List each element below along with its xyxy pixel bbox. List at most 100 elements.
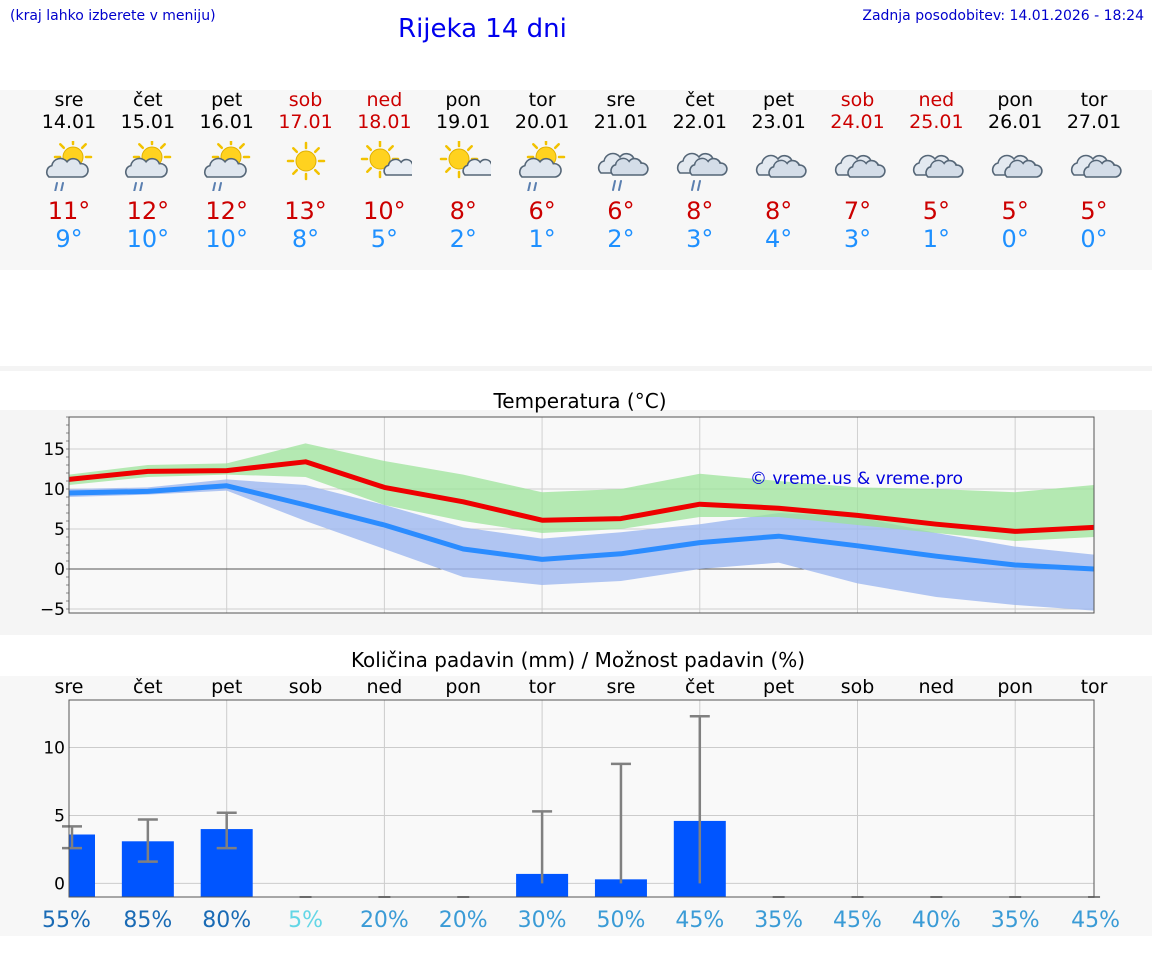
precip-error-bar: [532, 810, 553, 884]
cloud-icon: [834, 154, 886, 178]
temp-max: 12°: [126, 197, 170, 225]
day-column: tor 27.01 5° 0°: [1054, 89, 1134, 253]
day-name: tor: [528, 89, 556, 111]
precip-probability: 40%: [912, 908, 961, 933]
precip-probability: 35%: [754, 908, 803, 933]
day-name: pon: [997, 89, 1034, 111]
temp-min: 0°: [1080, 225, 1108, 253]
sun-small-cloud-icon: [361, 141, 413, 179]
day-name: sre: [54, 89, 84, 111]
temperature-chart: Temperatura (°C) −5 0 5 10 15 © vreme.us & vre…: [40, 389, 1095, 620]
day-column: ned 25.01 5° 1°: [896, 89, 976, 253]
category-label: pet: [763, 676, 794, 698]
day-date: 17.01: [278, 111, 333, 133]
temp-max: 11°: [47, 197, 91, 225]
day-date: 18.01: [357, 111, 412, 133]
cloud-rain-icon: [597, 152, 649, 191]
temp-max: 8°: [686, 197, 714, 225]
y-tick-label: 5: [54, 806, 65, 826]
day-date: 25.01: [909, 111, 964, 133]
temp-min: 0°: [1001, 225, 1029, 253]
max-temp-line: [68, 459, 1095, 534]
day-name: sob: [288, 89, 323, 111]
sun-icon: [286, 141, 325, 181]
temp-min: 10°: [205, 225, 248, 253]
temp-min: 4°: [765, 225, 793, 253]
daily-forecast-strip: sre 14.01 11° 9° čet 15.01 12° 10° pet 16.01 12° 10…: [0, 89, 1152, 270]
day-column: sre 21.01 6° 2°: [581, 89, 661, 253]
sun-cloud-rain-icon: [203, 141, 250, 191]
precip-probability: 45%: [1071, 908, 1120, 933]
temp-max: 5°: [922, 197, 950, 225]
category-label: pet: [211, 676, 242, 698]
temp-min: 8°: [291, 225, 320, 253]
y-tick-label: 10: [43, 480, 65, 500]
y-tick-label: 0: [54, 874, 65, 894]
day-column: pon 26.01 5° 0°: [975, 89, 1055, 253]
sun-cloud-rain-icon: [519, 141, 566, 191]
min-temp-line: [68, 483, 1095, 572]
day-column: tor 20.01 6° 1°: [502, 89, 582, 253]
location-hint: (kraj lahko izberete v meniju): [10, 8, 216, 24]
y-tick-label: 0: [54, 560, 65, 580]
temp-max: 8°: [765, 197, 793, 225]
day-date: 23.01: [751, 111, 806, 133]
day-column: pon 19.01 8° 2°: [423, 89, 503, 253]
temp-min: 5°: [370, 225, 399, 253]
precip-probability: 5%: [288, 908, 323, 933]
day-name: pet: [763, 89, 795, 111]
day-name: čet: [133, 89, 163, 111]
day-column: sob 17.01 13° 8°: [266, 89, 346, 253]
category-label: sob: [841, 676, 875, 698]
category-label: tor: [529, 676, 556, 698]
day-column: čet 15.01 12° 10°: [108, 89, 188, 253]
precip-error-bar: [216, 811, 237, 850]
precip-error-bar: [137, 818, 158, 863]
precip-probability: 35%: [991, 908, 1040, 933]
y-tick-label: −5: [40, 600, 65, 620]
temp-min: 2°: [607, 225, 635, 253]
category-label: čet: [133, 676, 163, 698]
day-name: sob: [840, 89, 875, 111]
sun-cloud-rain-icon: [46, 141, 93, 191]
y-tick-label: 15: [43, 440, 65, 460]
page-title: Rijeka 14 dni: [398, 14, 567, 44]
category-label: pon: [997, 676, 1033, 698]
day-name: pet: [211, 89, 243, 111]
sun-small-cloud-icon: [440, 141, 492, 179]
cloud-icon: [755, 154, 807, 178]
precipitation-title: Količina padavin (mm) / Možnost padavin …: [351, 648, 805, 672]
precip-bar: [69, 834, 95, 897]
category-label: sre: [606, 676, 635, 698]
precip-probability: 45%: [675, 908, 724, 933]
day-date: 21.01: [593, 111, 649, 133]
precip-probability: 85%: [123, 908, 172, 933]
cloud-icon: [1070, 154, 1122, 178]
temp-max: 12°: [205, 197, 248, 225]
category-label: čet: [685, 676, 715, 698]
temp-max: 10°: [363, 197, 406, 225]
day-name: ned: [918, 89, 955, 111]
plot-frame: [68, 699, 1095, 898]
precip-probability: 20%: [439, 908, 488, 933]
day-name: sre: [606, 89, 636, 111]
day-column: čet 22.01 8° 3°: [660, 89, 740, 253]
day-column: sob 24.01 7° 3°: [818, 89, 898, 253]
day-name: čet: [685, 89, 715, 111]
cloud-icon: [913, 154, 964, 178]
day-date: 26.01: [987, 111, 1043, 133]
precip-error-bar: [689, 715, 710, 884]
plot-frame: [68, 416, 1095, 614]
day-column: ned 18.01 10° 5°: [344, 89, 424, 253]
temp-max: 5°: [1001, 197, 1029, 225]
precip-probability: 80%: [202, 908, 251, 933]
day-date: 27.01: [1066, 111, 1122, 133]
y-tick-label: 10: [43, 739, 65, 759]
temp-max: 7°: [843, 197, 872, 225]
precip-bar: [594, 879, 647, 897]
day-date: 14.01: [41, 111, 97, 133]
category-label: ned: [367, 676, 403, 698]
sun-cloud-rain-icon: [124, 141, 172, 191]
watermark: © vreme.us & vreme.pro: [750, 469, 963, 489]
